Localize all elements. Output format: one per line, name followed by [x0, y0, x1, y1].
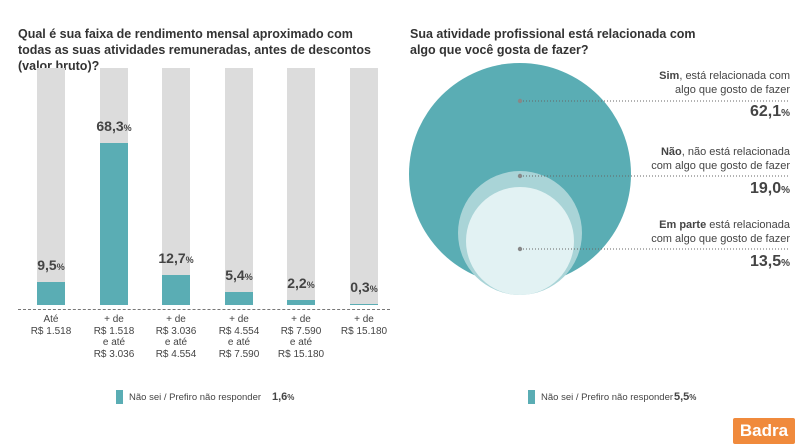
category-label: + de R$ 3.036 e até R$ 4.554	[155, 314, 197, 360]
legend-value: 5,5%	[674, 391, 697, 403]
bar	[100, 143, 128, 305]
legend-label: Não sei / Prefiro não responder	[129, 391, 262, 403]
bar	[225, 292, 253, 305]
bar-value-label: 5,4%	[225, 267, 253, 284]
bar-value-label: 0,3%	[350, 278, 378, 295]
bar-chart-baseline	[18, 309, 390, 310]
income-legend: Não sei / Prefiro não responder 1,6%	[116, 390, 294, 404]
bubble-label-nao: Não, não está relacionada com algo que g…	[651, 146, 790, 172]
bubble-value-sim: 62,1%	[749, 103, 790, 120]
bar-background	[162, 68, 190, 305]
bar	[350, 303, 378, 305]
category-label: + de R$ 4.554 e até R$ 7.590	[218, 314, 260, 360]
bar	[287, 299, 315, 305]
bar-value-label: 68,3%	[96, 118, 132, 135]
category-label: Até R$ 1.518	[30, 314, 72, 337]
badra-logo: Badra	[733, 418, 795, 444]
bubble-label-sim: Sim, está relacionada com algo que gosto…	[659, 70, 790, 96]
bar-background	[350, 68, 378, 305]
legend-label: Não sei / Prefiro não responder	[541, 391, 674, 403]
bar	[37, 282, 65, 305]
bubble-em-parte	[466, 187, 574, 295]
bar-background	[287, 68, 315, 305]
legend-swatch	[116, 390, 123, 404]
bubble-label-em-parte: Em parte está relacionada com algo que g…	[651, 219, 790, 245]
profession-legend: Não sei / Prefiro não responder 5,5%	[528, 390, 696, 404]
bubble-value-em-parte: 13,5%	[749, 253, 790, 270]
bar-value-label: 9,5%	[37, 257, 65, 274]
bar-value-label: 2,2%	[287, 274, 315, 291]
profession-question-title: Sua atividade profissional está relacion…	[410, 27, 696, 57]
leader-dot-sim	[517, 98, 523, 104]
category-label: + de R$ 15.180	[340, 314, 388, 337]
leader-dot-nao	[517, 173, 523, 179]
bar	[162, 274, 190, 305]
category-label: + de R$ 1.518 e até R$ 3.036	[93, 314, 135, 360]
bar-value-label: 12,7%	[158, 249, 194, 266]
legend-swatch	[528, 390, 535, 404]
category-label: + de R$ 7.590 e até R$ 15.180	[277, 314, 325, 360]
legend-value: 1,6%	[272, 391, 295, 403]
bar-background	[225, 68, 253, 305]
bubble-value-nao: 19,0%	[749, 180, 790, 197]
leader-dot-em-parte	[517, 246, 523, 252]
bar-background	[37, 68, 65, 305]
